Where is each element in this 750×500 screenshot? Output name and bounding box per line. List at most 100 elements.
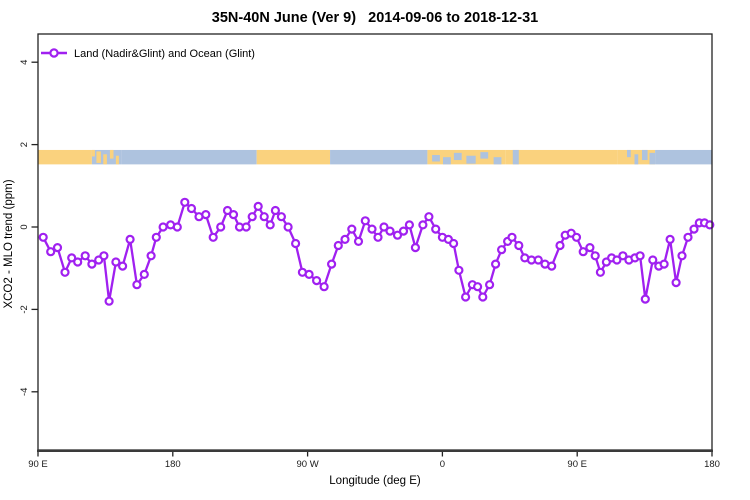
x-tick-label: 180 — [165, 459, 181, 470]
data-point — [201, 210, 211, 220]
data-point — [379, 222, 389, 232]
data-point — [648, 255, 658, 265]
data-point — [132, 280, 142, 290]
x-tick-label: 90 W — [297, 459, 319, 470]
data-point — [533, 255, 543, 265]
x-tick-label: 90 E — [567, 459, 587, 470]
map-strip-segment — [655, 149, 712, 165]
data-point — [253, 201, 263, 211]
data-point — [312, 276, 322, 286]
data-point — [265, 220, 275, 230]
data-point — [276, 212, 286, 222]
x-tick-label: 90 E — [28, 459, 48, 470]
data-point — [590, 251, 600, 261]
data-point — [547, 261, 557, 271]
data-point — [461, 292, 471, 302]
data-point — [146, 251, 156, 261]
page-title: 35N-40N June (Ver 9) 2014-09-06 to 2018-… — [211, 10, 539, 26]
data-point — [404, 220, 414, 230]
data-point — [585, 243, 595, 253]
data-point — [111, 257, 121, 267]
map-strip-segment — [512, 149, 519, 165]
data-point — [555, 240, 565, 251]
data-point — [125, 234, 135, 244]
legend: Land (Nadir&Glint) and Ocean (Glint) — [41, 48, 255, 60]
data-point — [507, 232, 517, 242]
data-point — [104, 296, 114, 306]
data-point — [319, 282, 329, 292]
map-strip-segment — [38, 149, 92, 165]
map-strip-patch — [466, 155, 476, 164]
data-point — [117, 261, 128, 271]
data-point — [259, 212, 269, 222]
data-point — [683, 232, 693, 242]
data-point — [485, 280, 495, 290]
map-strip-patch — [634, 154, 639, 165]
plot-border — [37, 33, 713, 451]
y-tick-label: 2 — [19, 142, 30, 147]
map-strip-patch — [493, 157, 502, 165]
data-point — [595, 267, 606, 277]
map-strip-patch — [432, 155, 440, 162]
data-point — [659, 259, 669, 269]
data-point — [228, 210, 239, 220]
data-point — [38, 232, 48, 242]
data-point — [635, 251, 645, 261]
data-point — [208, 232, 218, 242]
data-point — [291, 238, 301, 249]
map-strip-patch — [627, 149, 631, 158]
map-strip-patch — [442, 157, 451, 165]
data-point — [612, 255, 622, 265]
map-strip-patch — [91, 149, 95, 157]
map-strip-segment — [121, 149, 257, 165]
map-strip-patch — [480, 152, 489, 159]
data-point — [222, 205, 233, 216]
data-point — [497, 245, 507, 255]
data-point — [571, 232, 582, 242]
x-tick-label: 180 — [704, 459, 720, 470]
data-point — [87, 259, 97, 269]
data-point — [454, 265, 464, 275]
legend-marker-icon — [49, 48, 59, 58]
data-point — [216, 222, 226, 232]
data-point — [304, 269, 314, 279]
data-point — [677, 251, 687, 261]
data-point — [449, 238, 459, 249]
data-point — [360, 216, 370, 226]
data-point — [618, 251, 628, 261]
data-point — [640, 294, 650, 304]
data-point — [327, 259, 337, 269]
generated-layer: 90 E 180 90 W 0 90 E 180 4 2 0 -2 -4 — [19, 60, 720, 470]
series-line — [42, 201, 711, 303]
data-point — [689, 224, 699, 234]
data-point — [424, 212, 434, 222]
data-point — [99, 251, 109, 261]
data-point — [60, 267, 70, 277]
data-point — [241, 222, 251, 232]
data-point — [172, 222, 182, 232]
data-point — [333, 240, 343, 251]
map-strip-patch — [96, 151, 101, 163]
data-point — [270, 205, 280, 216]
data-point — [46, 247, 56, 257]
y-tick-label: -4 — [19, 388, 30, 396]
data-point — [151, 232, 161, 242]
data-point — [283, 222, 293, 232]
map-strip-segment — [256, 149, 331, 165]
legend-label: Land (Nadir&Glint) and Ocean (Glint) — [74, 48, 255, 60]
data-point — [340, 234, 350, 244]
y-tick-label: -2 — [19, 305, 30, 313]
map-strip-patch — [109, 149, 114, 159]
map-strip-patch — [115, 155, 119, 165]
data-point — [347, 224, 357, 234]
data-point — [180, 197, 190, 207]
data-point — [158, 222, 168, 232]
x-tick-label: 0 — [440, 459, 445, 470]
data-point — [671, 278, 681, 288]
data-point — [186, 203, 197, 214]
data-point — [418, 220, 428, 230]
data-point — [478, 292, 488, 302]
data-point — [373, 232, 383, 242]
